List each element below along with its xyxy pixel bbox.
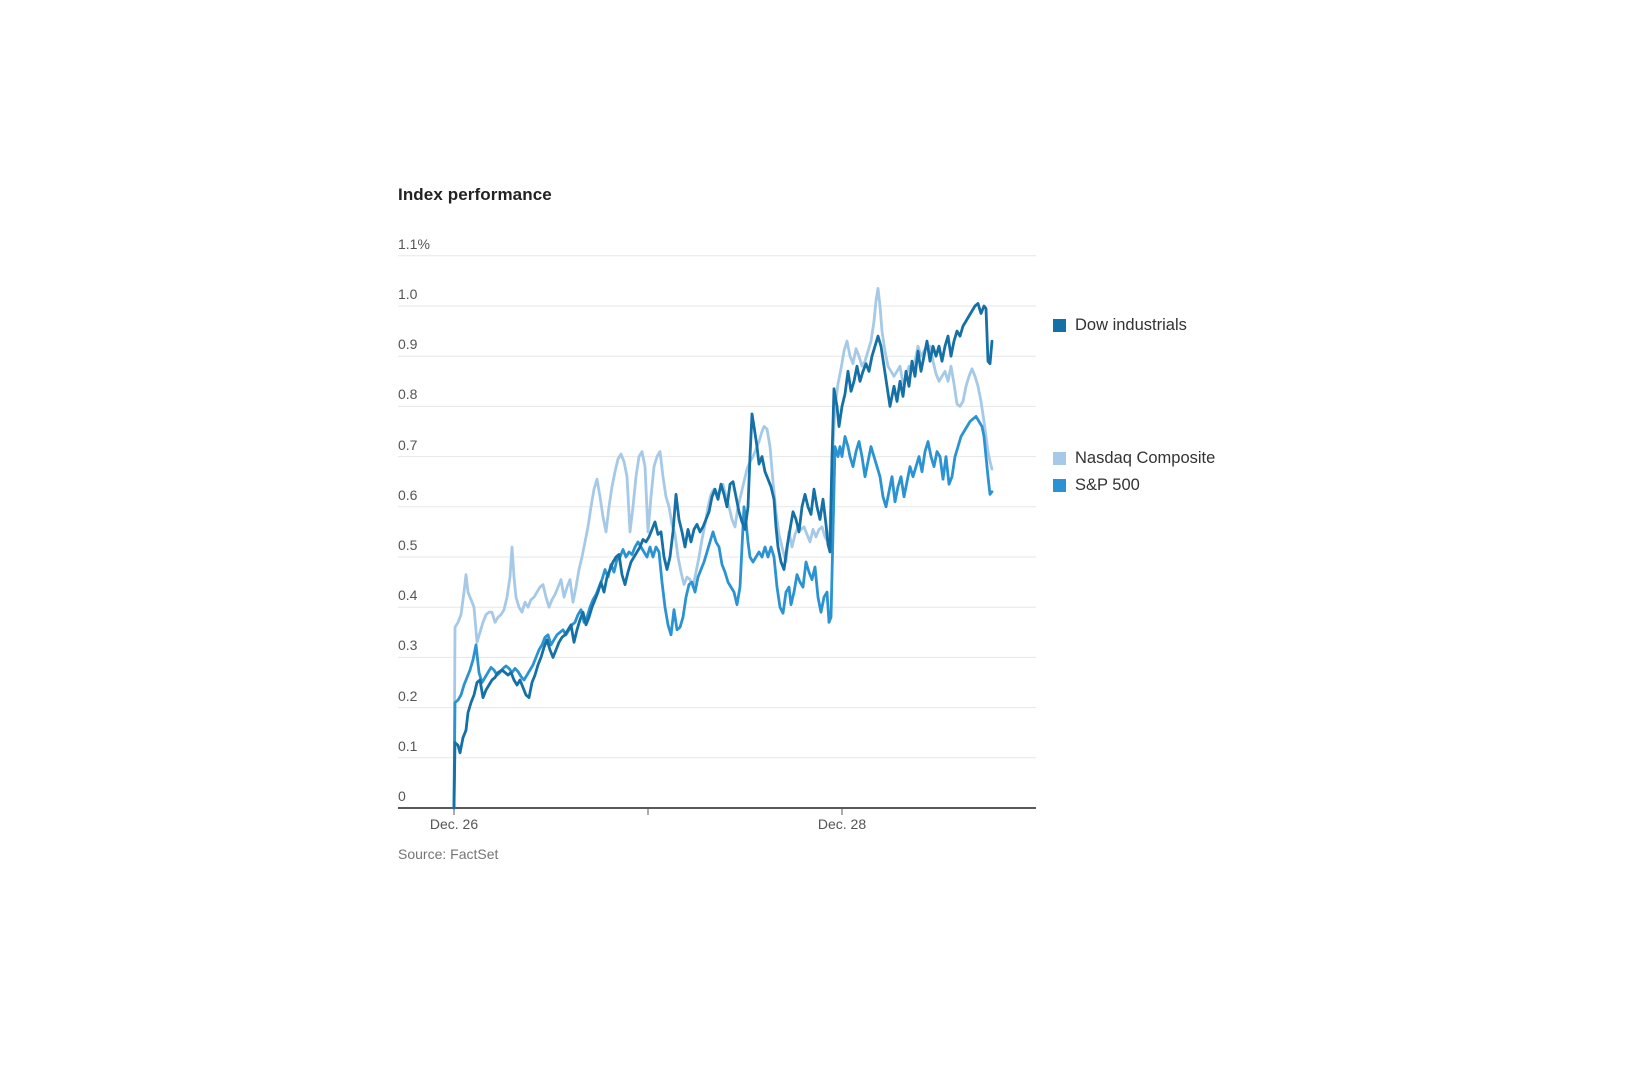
y-axis-label: 0.8	[398, 386, 418, 403]
legend-item-sp500: S&P 500	[1053, 476, 1140, 495]
legend-label: S&P 500	[1075, 476, 1140, 494]
legend-item-nasdaq-composite: Nasdaq Composite	[1053, 449, 1215, 468]
series-line-dow-industrials	[452, 302, 994, 810]
series-line-s-p-500	[452, 414, 994, 810]
x-axis-label: Dec. 26	[429, 816, 479, 832]
y-axis-label: 0.6	[398, 486, 418, 503]
y-axis-label: 0.3	[398, 637, 418, 654]
legend-item-dow-industrials: Dow industrials	[1053, 316, 1187, 335]
y-axis-label: 0.2	[398, 687, 418, 704]
y-axis-label: 1.0	[398, 286, 418, 302]
sp500-swatch-icon	[1053, 479, 1066, 492]
dow-industrials-swatch-icon	[1053, 319, 1066, 332]
y-axis-label: 0	[398, 788, 406, 804]
y-axis-label: 1.1%	[398, 235, 430, 252]
legend-label: Dow industrials	[1075, 316, 1187, 334]
chart-title: Index performance	[398, 185, 552, 204]
x-axis-label: Dec. 28	[817, 816, 867, 832]
y-axis-label: 0.9	[398, 336, 418, 353]
nasdaq-composite-swatch-icon	[1053, 452, 1066, 465]
y-axis-label: 0.1	[398, 737, 418, 754]
y-axis-label: 0.7	[398, 436, 418, 453]
legend-label: Nasdaq Composite	[1075, 449, 1216, 467]
y-axis-label: 0.5	[398, 537, 418, 553]
source-note: Source: FactSet	[398, 846, 499, 862]
y-axis-label: 0.4	[398, 587, 418, 604]
